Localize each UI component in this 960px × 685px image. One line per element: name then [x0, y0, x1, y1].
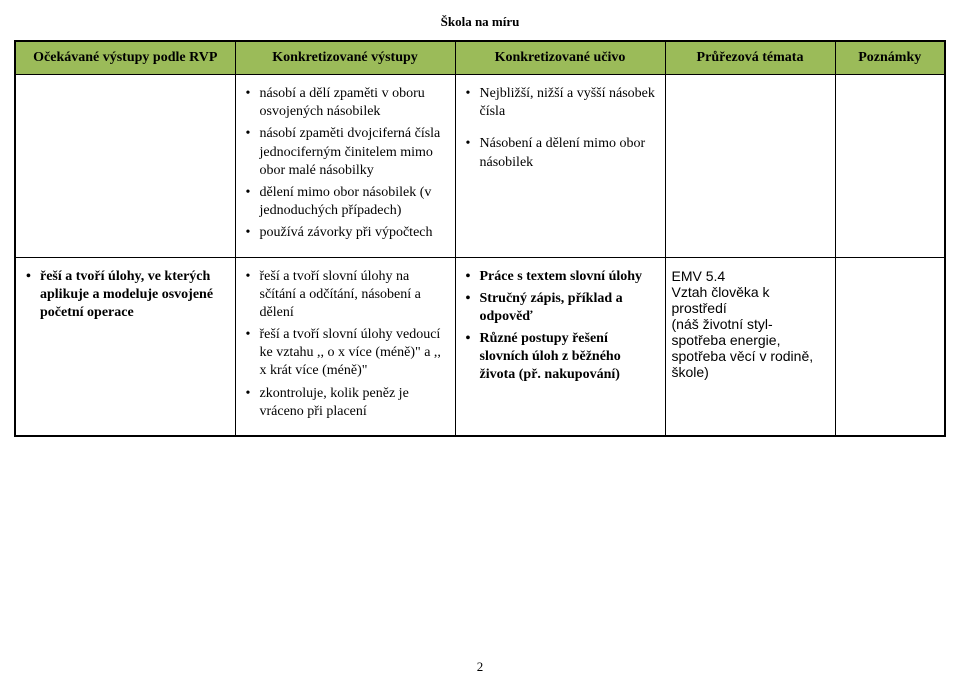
- cell-r1-c4: [665, 75, 835, 258]
- cell-r1-c1: [15, 75, 235, 258]
- table-row: řeší a tvoří úlohy, ve kterých aplikuje …: [15, 257, 945, 436]
- cross-theme-code: EMV 5.4: [672, 268, 827, 284]
- page-title: Škola na míru: [0, 0, 960, 40]
- cell-r2-c2: řeší a tvoří slovní úlohy na sčítání a o…: [235, 257, 455, 436]
- table-header-row: Očekávané výstupy podle RVP Konkretizova…: [15, 41, 945, 75]
- cross-theme-text: Vztah člověka k prostředí (náš životní s…: [672, 284, 827, 380]
- cell-r1-c2: násobí a dělí zpaměti v oboru osvojených…: [235, 75, 455, 258]
- list-item: řeší a tvoří úlohy, ve kterých aplikuje …: [22, 268, 227, 323]
- list-item: dělení mimo obor násobilek (v jednoduchý…: [242, 184, 447, 220]
- header-c5: Poznámky: [835, 41, 945, 75]
- cell-r2-c4: EMV 5.4 Vztah člověka k prostředí (náš ž…: [665, 257, 835, 436]
- cell-r2-c5: [835, 257, 945, 436]
- cell-r1-c3: Nejbližší, nižší a vyšší násobek čísla N…: [455, 75, 665, 258]
- list-item: Různé postupy řešení slovních úloh z běž…: [462, 330, 657, 385]
- list-item: používá závorky při výpočtech: [242, 224, 447, 242]
- header-c1: Očekávané výstupy podle RVP: [15, 41, 235, 75]
- list-item: Stručný zápis, příklad a odpověď: [462, 290, 657, 326]
- cell-r1-c5: [835, 75, 945, 258]
- list-item: Práce s textem slovní úlohy: [462, 268, 657, 286]
- page-number: 2: [0, 659, 960, 675]
- header-c4: Průřezová témata: [665, 41, 835, 75]
- header-c2: Konkretizované výstupy: [235, 41, 455, 75]
- table-row: násobí a dělí zpaměti v oboru osvojených…: [15, 75, 945, 258]
- cell-r2-c3: Práce s textem slovní úlohy Stručný zápi…: [455, 257, 665, 436]
- list-item: násobí a dělí zpaměti v oboru osvojených…: [242, 85, 447, 121]
- header-c3: Konkretizované učivo: [455, 41, 665, 75]
- list-item: Násobení a dělení mimo obor násobilek: [462, 135, 657, 171]
- list-item: zkontroluje, kolik peněz je vráceno při …: [242, 385, 447, 421]
- list-item: řeší a tvoří slovní úlohy na sčítání a o…: [242, 268, 447, 323]
- curriculum-table: Očekávané výstupy podle RVP Konkretizova…: [14, 40, 946, 437]
- list-item: násobí zpaměti dvojciferná čísla jednoci…: [242, 125, 447, 180]
- cell-r2-c1: řeší a tvoří úlohy, ve kterých aplikuje …: [15, 257, 235, 436]
- list-item: Nejbližší, nižší a vyšší násobek čísla: [462, 85, 657, 121]
- list-item: řeší a tvoří slovní úlohy vedoucí ke vzt…: [242, 326, 447, 381]
